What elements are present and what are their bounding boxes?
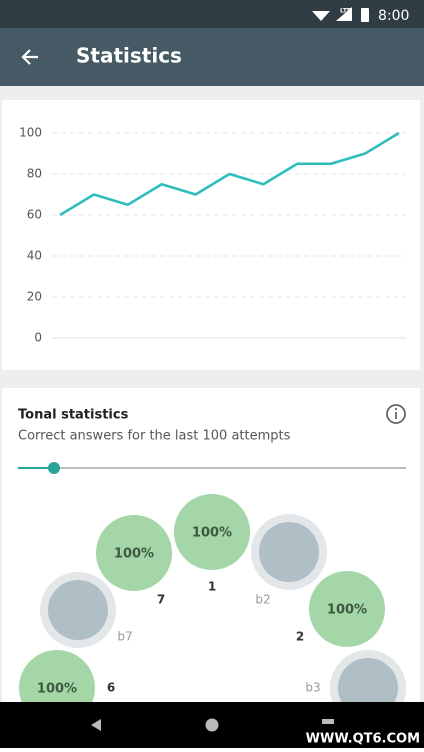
y-tick-label: 100 (19, 126, 42, 140)
tone-circle-empty (259, 522, 319, 582)
y-tick-label: 60 (27, 208, 42, 222)
tone-label: b2 (255, 593, 270, 607)
app-bar (0, 28, 424, 86)
tone-circle-empty (48, 580, 108, 640)
y-tick-label: 0 (34, 331, 42, 345)
tonal-title: Tonal statistics (18, 408, 129, 423)
nav-back[interactable] (91, 719, 101, 731)
wifi-icon (312, 11, 330, 21)
tone-circle (309, 571, 385, 647)
tone-label: 6 (107, 681, 115, 695)
tonal-subtitle: Correct answers for the last 100 attempt… (18, 429, 291, 444)
slider-thumb[interactable] (48, 462, 60, 474)
tone-value: 100% (37, 682, 77, 697)
data-line (59, 131, 400, 217)
nav-home[interactable] (205, 718, 219, 732)
watermark: WWW.QT6.COM (306, 732, 420, 747)
tone-circle (96, 515, 172, 591)
y-tick-label: 40 (27, 249, 42, 263)
tone-value: 100% (114, 547, 154, 562)
back-button[interactable] (21, 49, 38, 65)
status-bar (0, 0, 424, 28)
tone-label: 2 (296, 630, 304, 644)
tone-label: 7 (157, 593, 165, 607)
chart-card (2, 100, 420, 370)
app-title: Statistics (76, 44, 182, 68)
network-label: LTE (340, 8, 351, 15)
tone-label: 1 (208, 580, 216, 594)
clock: 8:00 (378, 8, 409, 24)
info-dot (394, 407, 398, 411)
y-tick-label: 20 (27, 290, 42, 304)
info-button[interactable] (386, 404, 406, 424)
nav-recents[interactable] (322, 719, 334, 724)
tone-label: b3 (305, 681, 320, 695)
signal-icon (336, 7, 352, 21)
y-tick-label: 80 (27, 167, 42, 181)
battery-icon (361, 8, 369, 22)
tone-circle (174, 494, 250, 570)
tone-label: b7 (117, 630, 132, 644)
tone-value: 100% (192, 526, 232, 541)
tone-value: 100% (327, 603, 367, 618)
